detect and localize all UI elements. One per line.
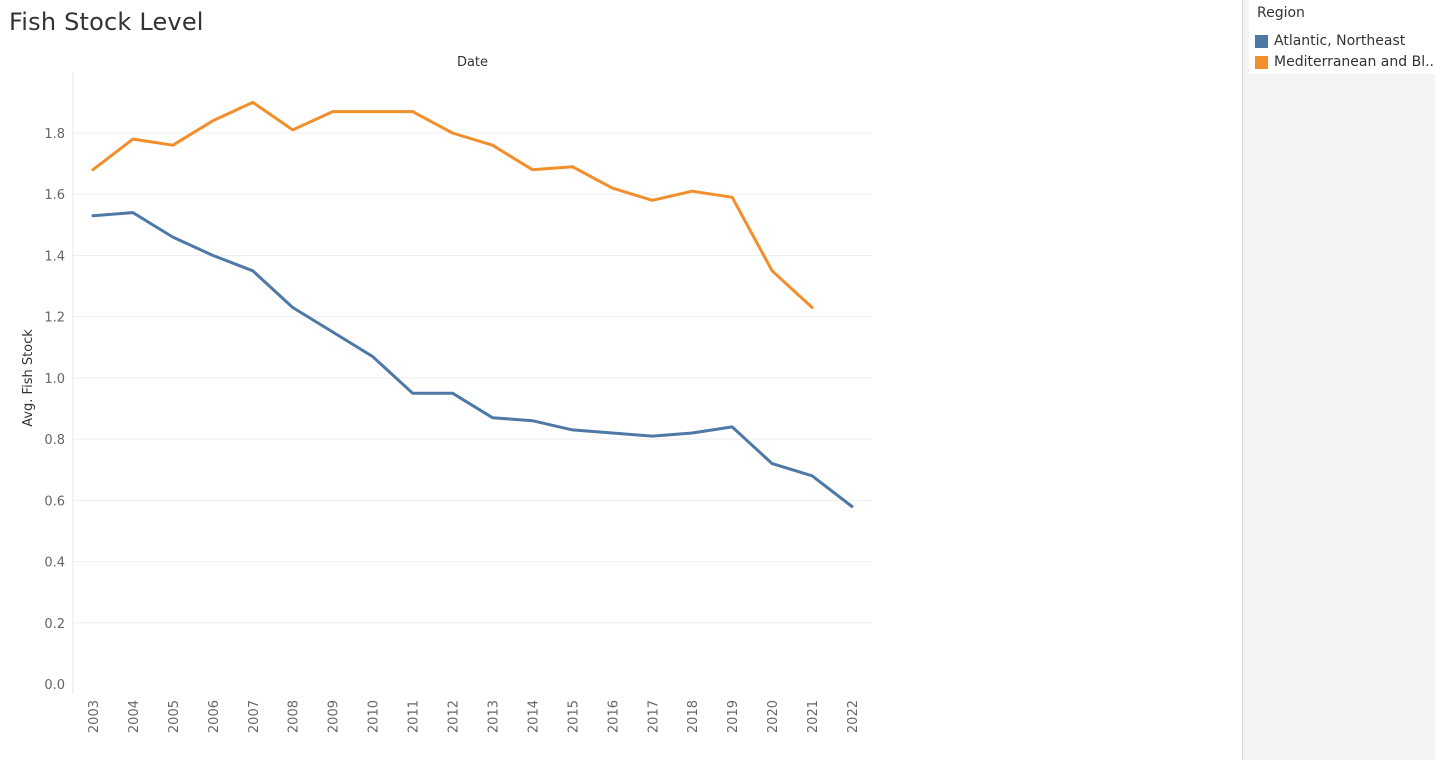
gridlines	[73, 132, 872, 624]
y-tick-label: 0.0	[44, 678, 65, 693]
x-tick-label: 2008	[287, 700, 302, 733]
y-tick-label: 1.0	[44, 372, 65, 387]
y-axis-title: Avg. Fish Stock	[21, 329, 36, 427]
y-tick-label: 0.6	[44, 494, 65, 509]
y-tick-label: 0.4	[44, 556, 65, 571]
x-tick-label: 2011	[407, 700, 422, 733]
x-axis-title: Date	[457, 55, 488, 70]
y-axis: 0.0 0.2 0.4 0.6 0.8 1.0 1.2 1.4 1.6 1.8	[44, 72, 74, 694]
x-axis: 2003 2004 2005 2006 2007 2008 2009 2010 2011 2012…	[87, 700, 861, 733]
legend-panel: Region Atlantic, Northeast Mediterranean…	[1242, 0, 1435, 760]
x-tick-label: 2004	[127, 700, 142, 733]
line-chart: 0.00.20.40.60.81.01.21.41.61.8 2003 2004 2…	[21, 55, 872, 733]
legend-swatch	[1255, 55, 1268, 69]
x-tick-label: 2007	[247, 700, 262, 733]
series-lines	[91, 100, 854, 508]
legend-swatch	[1255, 34, 1268, 48]
legend-item-mediterranean[interactable]: Mediterranean and Bl..	[1255, 53, 1435, 71]
x-tick-label: 2010	[367, 700, 382, 733]
legend-label: Mediterranean and Bl..	[1274, 54, 1434, 70]
x-tick-label: 2021	[806, 700, 821, 733]
x-tick-label: 2012	[447, 700, 462, 733]
x-tick-label: 2014	[526, 700, 541, 733]
x-tick-label: 2015	[566, 700, 581, 733]
x-tick-label: 2009	[327, 700, 342, 733]
series-line-0[interactable]	[91, 211, 854, 508]
x-tick-label: 2019	[726, 700, 741, 733]
y-tick-label: 0.2	[44, 617, 65, 632]
y-tick-label: 0.8	[44, 433, 65, 448]
y-tick-label: 1.4	[44, 249, 65, 264]
x-tick-label: 2005	[167, 700, 182, 733]
x-tick-label: 2006	[207, 700, 222, 733]
y-tick-label: 1.2	[44, 311, 65, 326]
x-tick-label: 2013	[486, 700, 501, 733]
x-tick-label: 2017	[646, 700, 661, 733]
series-line-1[interactable]	[91, 100, 814, 309]
x-tick-label: 2016	[606, 700, 621, 733]
y-tick-label: 1.6	[44, 188, 65, 203]
x-tick-label: 2018	[686, 700, 701, 733]
x-tick-label: 2022	[846, 700, 861, 733]
legend-item-atlantic-northeast[interactable]: Atlantic, Northeast	[1255, 32, 1435, 50]
x-tick-label: 2003	[87, 700, 102, 733]
legend-label: Atlantic, Northeast	[1274, 33, 1406, 49]
x-tick-label: 2020	[766, 700, 781, 733]
chart-title: Fish Stock Level	[9, 8, 204, 36]
legend-title: Region	[1257, 5, 1305, 21]
y-tick-label: 1.8	[44, 127, 65, 142]
legend[interactable]: Region Atlantic, Northeast Mediterranean…	[1249, 0, 1435, 74]
